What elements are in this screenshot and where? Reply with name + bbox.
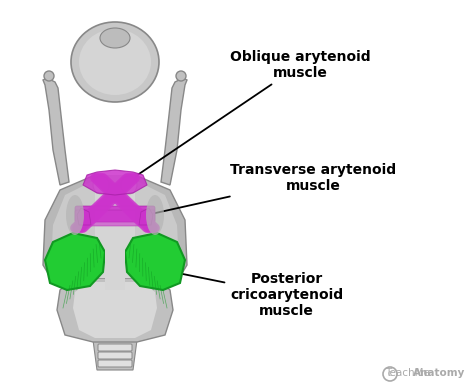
Polygon shape: [77, 208, 91, 225]
Polygon shape: [133, 175, 187, 285]
Ellipse shape: [100, 28, 130, 48]
Ellipse shape: [121, 176, 137, 194]
Text: Oblique arytenoid
muscle: Oblique arytenoid muscle: [135, 50, 371, 176]
FancyBboxPatch shape: [98, 344, 132, 351]
Polygon shape: [93, 340, 137, 370]
Polygon shape: [105, 240, 125, 290]
Polygon shape: [125, 233, 185, 290]
Text: TeachMe: TeachMe: [385, 368, 430, 378]
Ellipse shape: [176, 71, 186, 81]
Text: C: C: [388, 371, 392, 377]
Ellipse shape: [79, 29, 151, 95]
Text: Posterior
cricoarytenoid
muscle: Posterior cricoarytenoid muscle: [166, 271, 343, 318]
Polygon shape: [73, 282, 157, 338]
Ellipse shape: [71, 22, 159, 102]
Polygon shape: [134, 180, 179, 278]
Ellipse shape: [146, 195, 164, 235]
Polygon shape: [83, 170, 147, 195]
Polygon shape: [45, 233, 105, 290]
FancyBboxPatch shape: [98, 352, 132, 359]
FancyBboxPatch shape: [75, 206, 155, 222]
FancyBboxPatch shape: [98, 360, 132, 367]
Ellipse shape: [44, 71, 54, 81]
Polygon shape: [139, 208, 153, 225]
Polygon shape: [161, 78, 187, 185]
Polygon shape: [95, 175, 135, 278]
Ellipse shape: [66, 195, 84, 235]
Polygon shape: [57, 278, 173, 342]
Text: Transverse arytenoid
muscle: Transverse arytenoid muscle: [154, 163, 396, 213]
Ellipse shape: [93, 176, 109, 194]
Polygon shape: [43, 78, 69, 185]
Text: Anatomy: Anatomy: [413, 368, 465, 378]
Polygon shape: [43, 175, 97, 285]
Polygon shape: [51, 180, 96, 278]
FancyBboxPatch shape: [75, 210, 155, 226]
